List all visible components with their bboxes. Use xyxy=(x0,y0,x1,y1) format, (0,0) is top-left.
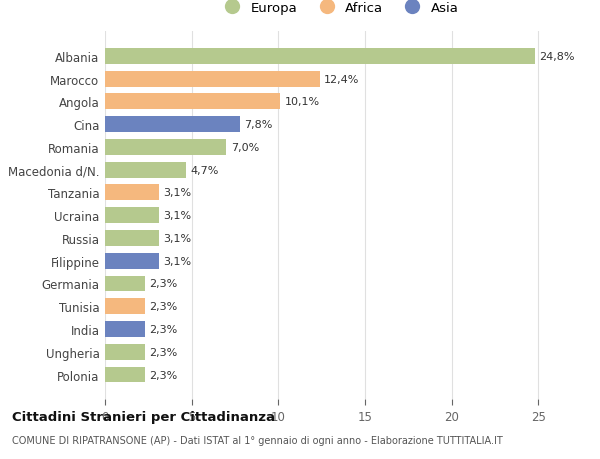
Bar xyxy=(105,321,145,337)
Text: 2,3%: 2,3% xyxy=(149,347,178,357)
Bar xyxy=(105,299,145,314)
Bar xyxy=(105,72,320,87)
Legend: Europa, Africa, Asia: Europa, Africa, Asia xyxy=(219,2,459,15)
Bar xyxy=(105,344,145,360)
Bar xyxy=(105,162,187,178)
Bar xyxy=(105,140,226,156)
Text: 7,8%: 7,8% xyxy=(245,120,273,130)
Text: 2,3%: 2,3% xyxy=(149,302,178,312)
Text: 12,4%: 12,4% xyxy=(324,74,359,84)
Text: 3,1%: 3,1% xyxy=(163,234,191,243)
Bar xyxy=(105,276,145,292)
Bar xyxy=(105,253,159,269)
Bar xyxy=(105,230,159,246)
Text: 10,1%: 10,1% xyxy=(284,97,320,107)
Text: 7,0%: 7,0% xyxy=(230,143,259,152)
Bar xyxy=(105,208,159,224)
Text: 2,3%: 2,3% xyxy=(149,369,178,380)
Bar xyxy=(105,49,535,65)
Text: 2,3%: 2,3% xyxy=(149,279,178,289)
Text: COMUNE DI RIPATRANSONE (AP) - Dati ISTAT al 1° gennaio di ogni anno - Elaborazio: COMUNE DI RIPATRANSONE (AP) - Dati ISTAT… xyxy=(12,435,503,445)
Text: 2,3%: 2,3% xyxy=(149,325,178,334)
Text: 3,1%: 3,1% xyxy=(163,188,191,198)
Text: 3,1%: 3,1% xyxy=(163,256,191,266)
Bar xyxy=(105,367,145,383)
Bar xyxy=(105,185,159,201)
Bar xyxy=(105,117,240,133)
Text: 4,7%: 4,7% xyxy=(191,165,219,175)
Text: 3,1%: 3,1% xyxy=(163,211,191,221)
Text: 24,8%: 24,8% xyxy=(539,52,575,62)
Bar xyxy=(105,94,280,110)
Text: Cittadini Stranieri per Cittadinanza: Cittadini Stranieri per Cittadinanza xyxy=(12,410,275,423)
